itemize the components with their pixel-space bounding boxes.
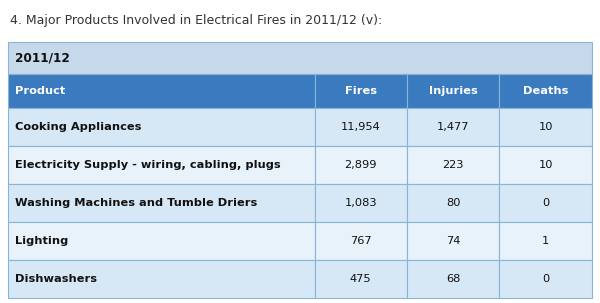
Text: 475: 475 <box>350 274 371 284</box>
Text: Dishwashers: Dishwashers <box>15 274 97 284</box>
Bar <box>499 184 592 222</box>
Bar <box>314 146 407 184</box>
Text: Injuries: Injuries <box>428 86 478 96</box>
Bar <box>407 260 499 298</box>
Bar <box>8 108 314 146</box>
Bar <box>314 222 407 260</box>
Text: 74: 74 <box>446 236 460 246</box>
Bar <box>407 222 499 260</box>
Text: 2,899: 2,899 <box>344 160 377 170</box>
Text: 0: 0 <box>542 198 549 208</box>
Text: Electricity Supply - wiring, cabling, plugs: Electricity Supply - wiring, cabling, pl… <box>15 160 281 170</box>
Bar <box>8 222 314 260</box>
Bar <box>8 146 314 184</box>
Bar <box>499 222 592 260</box>
Bar <box>8 42 592 74</box>
Text: 223: 223 <box>442 160 464 170</box>
Text: Fires: Fires <box>345 86 377 96</box>
Text: Washing Machines and Tumble Driers: Washing Machines and Tumble Driers <box>15 198 257 208</box>
Text: 0: 0 <box>542 274 549 284</box>
Text: 80: 80 <box>446 198 460 208</box>
Text: 1,477: 1,477 <box>437 122 469 132</box>
Text: 10: 10 <box>538 160 553 170</box>
Text: Product: Product <box>15 86 65 96</box>
Bar <box>314 184 407 222</box>
Bar <box>314 260 407 298</box>
Bar <box>407 146 499 184</box>
Text: Cooking Appliances: Cooking Appliances <box>15 122 142 132</box>
Text: Lighting: Lighting <box>15 236 68 246</box>
Text: Deaths: Deaths <box>523 86 568 96</box>
Bar <box>499 108 592 146</box>
Text: 767: 767 <box>350 236 371 246</box>
Text: 2011/12: 2011/12 <box>15 52 70 65</box>
Bar <box>499 146 592 184</box>
Text: 10: 10 <box>538 122 553 132</box>
Text: 68: 68 <box>446 274 460 284</box>
Text: 11,954: 11,954 <box>341 122 380 132</box>
Bar <box>314 74 407 108</box>
Bar <box>407 184 499 222</box>
Bar <box>8 184 314 222</box>
Bar <box>407 108 499 146</box>
Text: 1,083: 1,083 <box>344 198 377 208</box>
Bar <box>407 74 499 108</box>
Bar <box>499 260 592 298</box>
Text: 4. Major Products Involved in Electrical Fires in 2011/12 (v):: 4. Major Products Involved in Electrical… <box>10 14 382 27</box>
Bar <box>8 74 314 108</box>
Bar <box>8 260 314 298</box>
Bar <box>314 108 407 146</box>
Bar <box>499 74 592 108</box>
Text: 1: 1 <box>542 236 549 246</box>
